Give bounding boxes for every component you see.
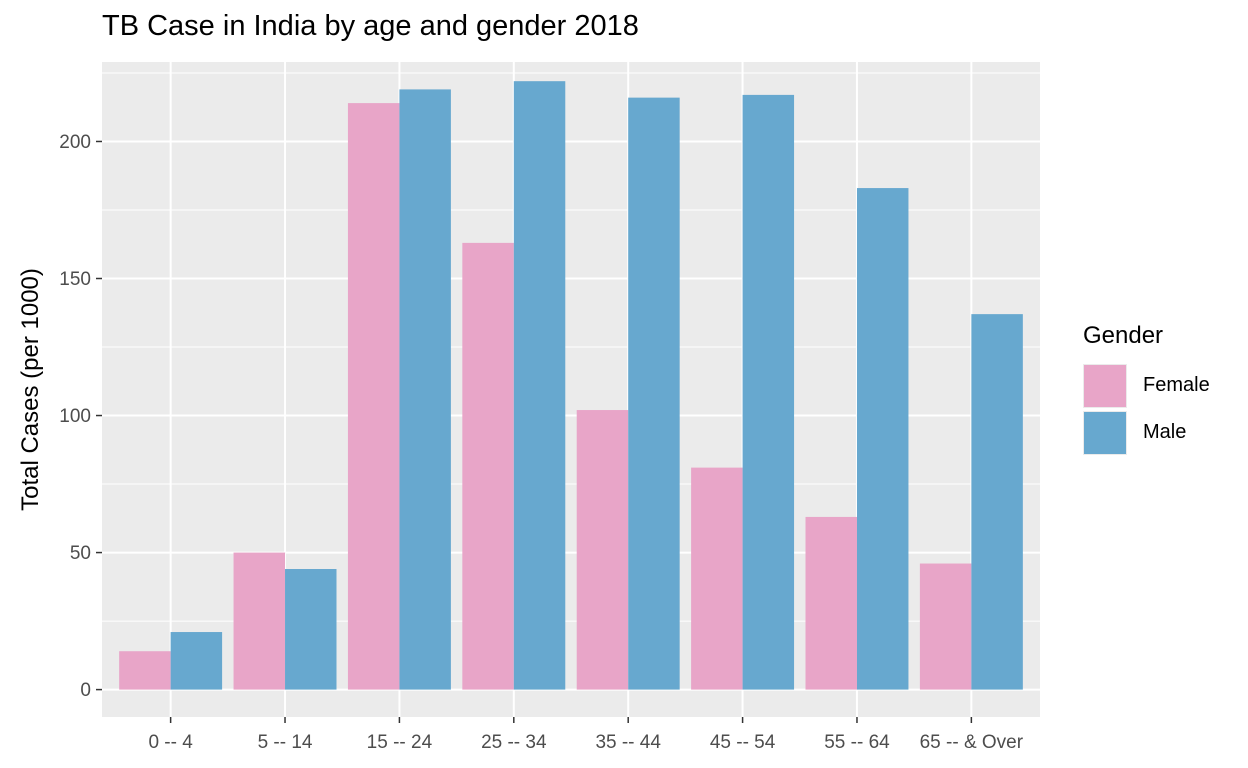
legend-swatch-male	[1084, 411, 1126, 454]
bars	[119, 81, 1023, 690]
bar-female-5	[576, 410, 629, 690]
bar-male-1	[170, 632, 223, 690]
bar-male-4	[513, 81, 566, 690]
legend-key	[1083, 363, 1127, 408]
legend-key	[1083, 410, 1127, 455]
bar-male-8	[971, 314, 1023, 690]
legend-label-female: Female	[1143, 374, 1210, 396]
y-tick-label: 200	[59, 132, 91, 153]
bar-male-5	[628, 97, 680, 690]
bar-female-4	[462, 242, 514, 690]
bar-female-6	[691, 467, 743, 690]
bar-female-8	[919, 563, 972, 690]
bar-female-1	[119, 651, 171, 690]
x-tick-label: 5 -- 14	[258, 732, 313, 753]
y-axis-title: Total Cases (per 1000)	[17, 268, 44, 511]
chart-title: TB Case in India by age and gender 2018	[102, 10, 639, 42]
legend: Gender Female Male	[1083, 322, 1210, 456]
x-tick-label: 65 -- & Over	[920, 732, 1024, 753]
y-tick-label: 0	[80, 680, 91, 701]
x-tick-label: 15 -- 24	[367, 732, 433, 753]
x-tick-label: 45 -- 54	[710, 732, 776, 753]
legend-item-male: Male	[1083, 409, 1210, 456]
bar-female-2	[233, 552, 286, 690]
bar-male-2	[285, 569, 337, 690]
y-tick-label: 150	[59, 269, 91, 290]
bar-male-3	[399, 89, 451, 690]
bar-male-7	[856, 188, 909, 690]
x-tick-label: 25 -- 34	[481, 732, 547, 753]
bar-female-7	[805, 516, 857, 690]
y-tick-label: 50	[70, 543, 91, 564]
x-tick-label: 0 -- 4	[148, 732, 193, 753]
legend-swatch-female	[1084, 364, 1126, 407]
bar-male-6	[742, 94, 795, 690]
x-tick-label: 35 -- 44	[595, 732, 661, 753]
bar-female-3	[347, 103, 400, 690]
y-tick-label: 100	[59, 406, 91, 427]
legend-item-female: Female	[1083, 362, 1210, 409]
x-tick-label: 55 -- 64	[824, 732, 890, 753]
axes: 0 50 100 150 200 0 -- 4 5 -- 14 15 -- 24 25 -- 3…	[17, 132, 1024, 753]
legend-label-male: Male	[1143, 421, 1187, 443]
legend-title: Gender	[1083, 322, 1164, 349]
